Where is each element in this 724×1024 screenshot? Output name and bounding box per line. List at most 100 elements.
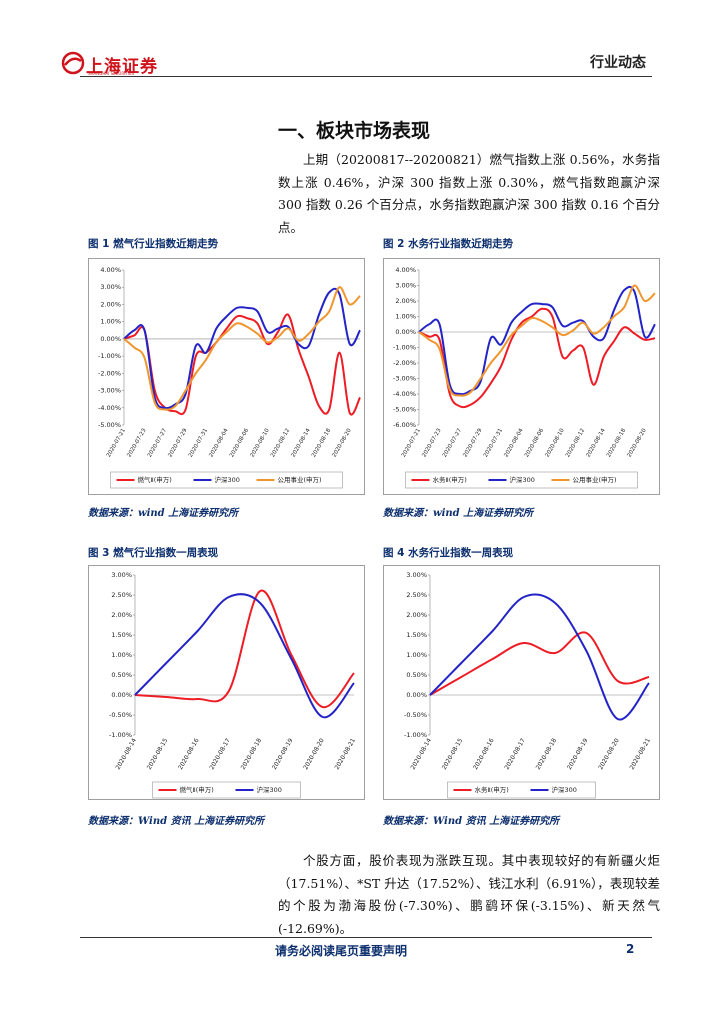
legend-label: 水务Ⅱ(申万) — [475, 785, 509, 794]
figure-caption: 图 2 水务行业指数近期走势 — [383, 238, 514, 250]
line-series — [418, 284, 656, 397]
x-tick-label: 2020-08-04 — [503, 427, 524, 458]
report-category: 行业动态 — [590, 55, 646, 71]
x-tick-label: 2020-07-29 — [167, 427, 188, 458]
y-tick-label: 4.00% — [395, 266, 416, 274]
figure-source: 数据来源：wind 上海证券研究所 — [383, 508, 534, 519]
x-tick-label: 2020-08-15 — [146, 737, 170, 771]
y-tick-label: -5.00% — [393, 406, 416, 414]
y-tick-label: -4.00% — [393, 390, 416, 398]
chart-frame — [383, 565, 660, 800]
y-tick-label: 1.50% — [111, 631, 132, 639]
legend-label: 沪深300 — [257, 785, 282, 794]
x-tick-label: 2020-07-31 — [188, 428, 209, 459]
legend-label: 公用事业(申万) — [278, 475, 322, 484]
line-series — [134, 589, 355, 709]
y-tick-label: -6.00% — [393, 421, 416, 429]
legend-box — [405, 471, 638, 489]
y-tick-label: 1.50% — [406, 631, 427, 639]
legend-label: 燃气Ⅱ(申万) — [138, 475, 172, 484]
y-tick-label: 2.00% — [395, 297, 416, 305]
line-series — [418, 285, 656, 396]
legend-box — [152, 781, 301, 799]
x-tick-label: 2020-08-10 — [250, 427, 271, 458]
y-tick-label: -3.00% — [98, 387, 121, 395]
y-tick-label: 0.00% — [406, 691, 427, 699]
x-tick-label: 2020-08-14 — [410, 737, 434, 771]
legend-label: 水务Ⅱ(申万) — [433, 475, 467, 484]
legend-box — [447, 781, 596, 799]
y-tick-label: 2.00% — [406, 611, 427, 619]
figure-source: 数据来源：wind 上海证券研究所 — [88, 508, 239, 519]
figure-source: 数据来源：Wind 资讯 上海证券研究所 — [88, 816, 265, 827]
y-tick-label: 0.50% — [406, 671, 427, 679]
x-tick-label: 2020-08-06 — [229, 427, 250, 458]
x-tick-label: 2020-07-21 — [106, 428, 127, 459]
chart: 4.00% 3.00% 2.00% 1.00% 0.00% -1.00% -2.00% -3.… — [383, 258, 660, 495]
paragraph: 个股方面，股价表现为涨跌互现。其中表现较好的有新疆火炬（17.51%）、*ST … — [278, 853, 660, 936]
x-tick-label: 2020-07-23 — [126, 427, 147, 458]
x-tick-label: 2020-08-15 — [441, 737, 465, 771]
y-tick-label: 0.00% — [395, 328, 416, 336]
chart-frame — [88, 565, 365, 800]
y-tick-label: -4.00% — [98, 404, 121, 412]
y-tick-label: 3.00% — [395, 282, 416, 290]
figure-source: 数据来源：Wind 资讯 上海证券研究所 — [383, 816, 560, 827]
chart-frame — [88, 258, 365, 495]
section-title: 一、板块市场表现 — [278, 120, 431, 142]
footer-rule — [80, 937, 652, 938]
x-tick-label: 2020-08-20 — [332, 427, 353, 458]
chart: 3.00% 2.50% 2.00% 1.50% 1.00% 0.50% 0.00% -0.50… — [383, 565, 660, 800]
y-tick-label: 3.00% — [100, 283, 121, 291]
y-tick-label: 3.00% — [111, 571, 132, 579]
y-tick-label: -0.50% — [404, 711, 427, 719]
y-tick-label: -1.00% — [393, 344, 416, 352]
x-tick-label: 2020-07-29 — [462, 427, 483, 458]
y-tick-label: 3.00% — [406, 571, 427, 579]
x-tick-label: 2020-08-12 — [565, 428, 586, 459]
x-tick-label: 2020-07-31 — [483, 428, 504, 459]
x-tick-label: 2020-08-16 — [472, 737, 496, 771]
y-tick-label: 0.00% — [100, 335, 121, 343]
x-tick-label: 2020-08-14 — [291, 427, 312, 458]
x-tick-label: 2020-07-27 — [442, 427, 463, 458]
figure-caption: 图 1 燃气行业指数近期走势 — [88, 238, 219, 250]
x-tick-label: 2020-08-19 — [271, 737, 295, 771]
paragraph: 上期（20200817--20200821）燃气指数上涨 0.56%，水务指数上… — [278, 152, 660, 235]
line-series — [123, 286, 361, 411]
y-tick-label: -1.00% — [109, 731, 132, 739]
y-tick-label: 1.00% — [406, 651, 427, 659]
x-tick-label: 2020-08-17 — [503, 737, 527, 771]
y-tick-label: -1.00% — [98, 352, 121, 360]
x-tick-label: 2020-08-14 — [115, 737, 139, 771]
logo-icon — [61, 51, 85, 75]
x-tick-label: 2020-08-19 — [566, 737, 590, 771]
y-tick-label: 1.00% — [395, 313, 416, 321]
x-tick-label: 2020-08-20 — [597, 737, 621, 771]
y-tick-label: 1.00% — [100, 318, 121, 326]
x-tick-label: 2020-08-16 — [177, 737, 201, 771]
logo-text: 上海证券 — [86, 57, 158, 77]
x-tick-label: 2020-08-18 — [535, 737, 559, 771]
y-tick-label: 2.50% — [406, 591, 427, 599]
y-tick-label: 1.00% — [111, 651, 132, 659]
chart: 3.00% 2.50% 2.00% 1.50% 1.00% 0.50% 0.00% -0.50… — [88, 565, 365, 800]
x-tick-label: 2020-08-18 — [311, 427, 332, 458]
line-series — [418, 307, 656, 409]
line-series — [429, 593, 650, 721]
y-tick-label: 2.00% — [111, 611, 132, 619]
y-tick-label: 2.00% — [100, 300, 121, 308]
chart: 4.00% 3.00% 2.00% 1.00% 0.00% -1.00% -2.00% -3.… — [88, 258, 365, 495]
legend-label: 沪深300 — [215, 475, 240, 484]
x-tick-label: 2020-08-17 — [208, 737, 232, 771]
x-tick-label: 2020-07-23 — [421, 427, 442, 458]
y-tick-label: -2.00% — [393, 359, 416, 367]
figure-caption: 图 3 燃气行业指数一周表现 — [88, 547, 219, 559]
header-rule — [80, 76, 652, 77]
page-number: 2 — [626, 942, 635, 956]
x-tick-label: 2020-08-18 — [606, 427, 627, 458]
legend-label: 沪深300 — [552, 785, 577, 794]
logo-subtext: SHANGHAI SECURITIES — [88, 71, 135, 76]
y-tick-label: 0.50% — [111, 671, 132, 679]
x-tick-label: 2020-08-18 — [240, 737, 264, 771]
